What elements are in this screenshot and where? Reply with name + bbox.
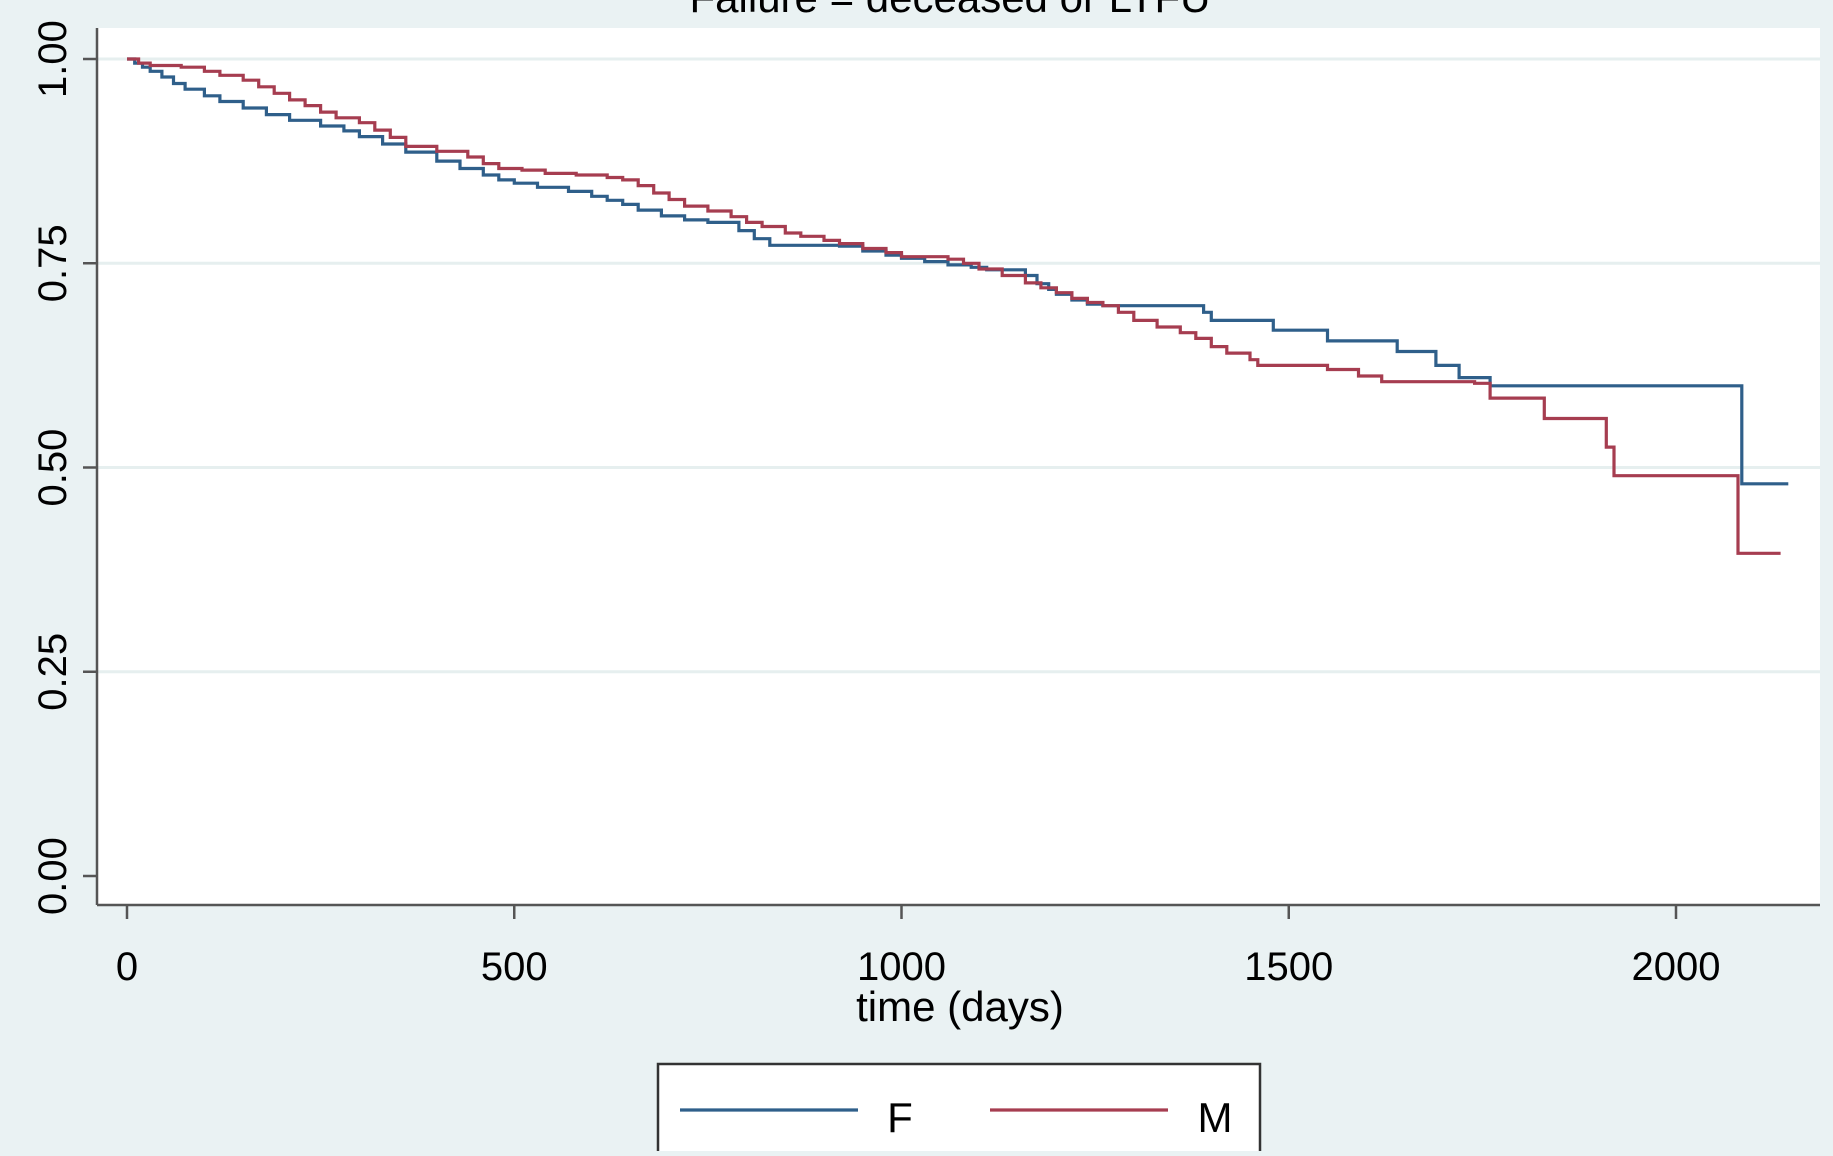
x-tick-label-3: 1500 bbox=[1244, 945, 1333, 989]
y-tick-label-2: 0.50 bbox=[31, 429, 75, 507]
y-tick-label-0: 0.00 bbox=[31, 837, 75, 915]
chart-title: Failure = deceased or LTFU bbox=[690, 0, 1211, 21]
x-tick-label-4: 2000 bbox=[1632, 945, 1721, 989]
x-tick-label-2: 1000 bbox=[857, 945, 946, 989]
axes: 0.00 0.25 0.50 0.75 1.00 0 500 1000 1500 2000 bbox=[31, 20, 1820, 989]
legend-label-F: F bbox=[887, 1094, 913, 1141]
x-axis-label: time (days) bbox=[856, 983, 1064, 1030]
x-tick-label-1: 500 bbox=[481, 945, 548, 989]
y-tick-label-3: 0.75 bbox=[31, 224, 75, 302]
y-tick-label-4: 1.00 bbox=[31, 20, 75, 98]
series-lines bbox=[127, 57, 1789, 555]
legend-label-M: M bbox=[1198, 1094, 1233, 1141]
series-line-F bbox=[127, 57, 1789, 486]
legend-box bbox=[656, 1062, 1262, 1156]
x-tick-label-0: 0 bbox=[116, 945, 138, 989]
gridlines bbox=[97, 57, 1820, 674]
y-tick-label-1: 0.25 bbox=[31, 633, 75, 711]
series-line-M bbox=[127, 57, 1781, 555]
